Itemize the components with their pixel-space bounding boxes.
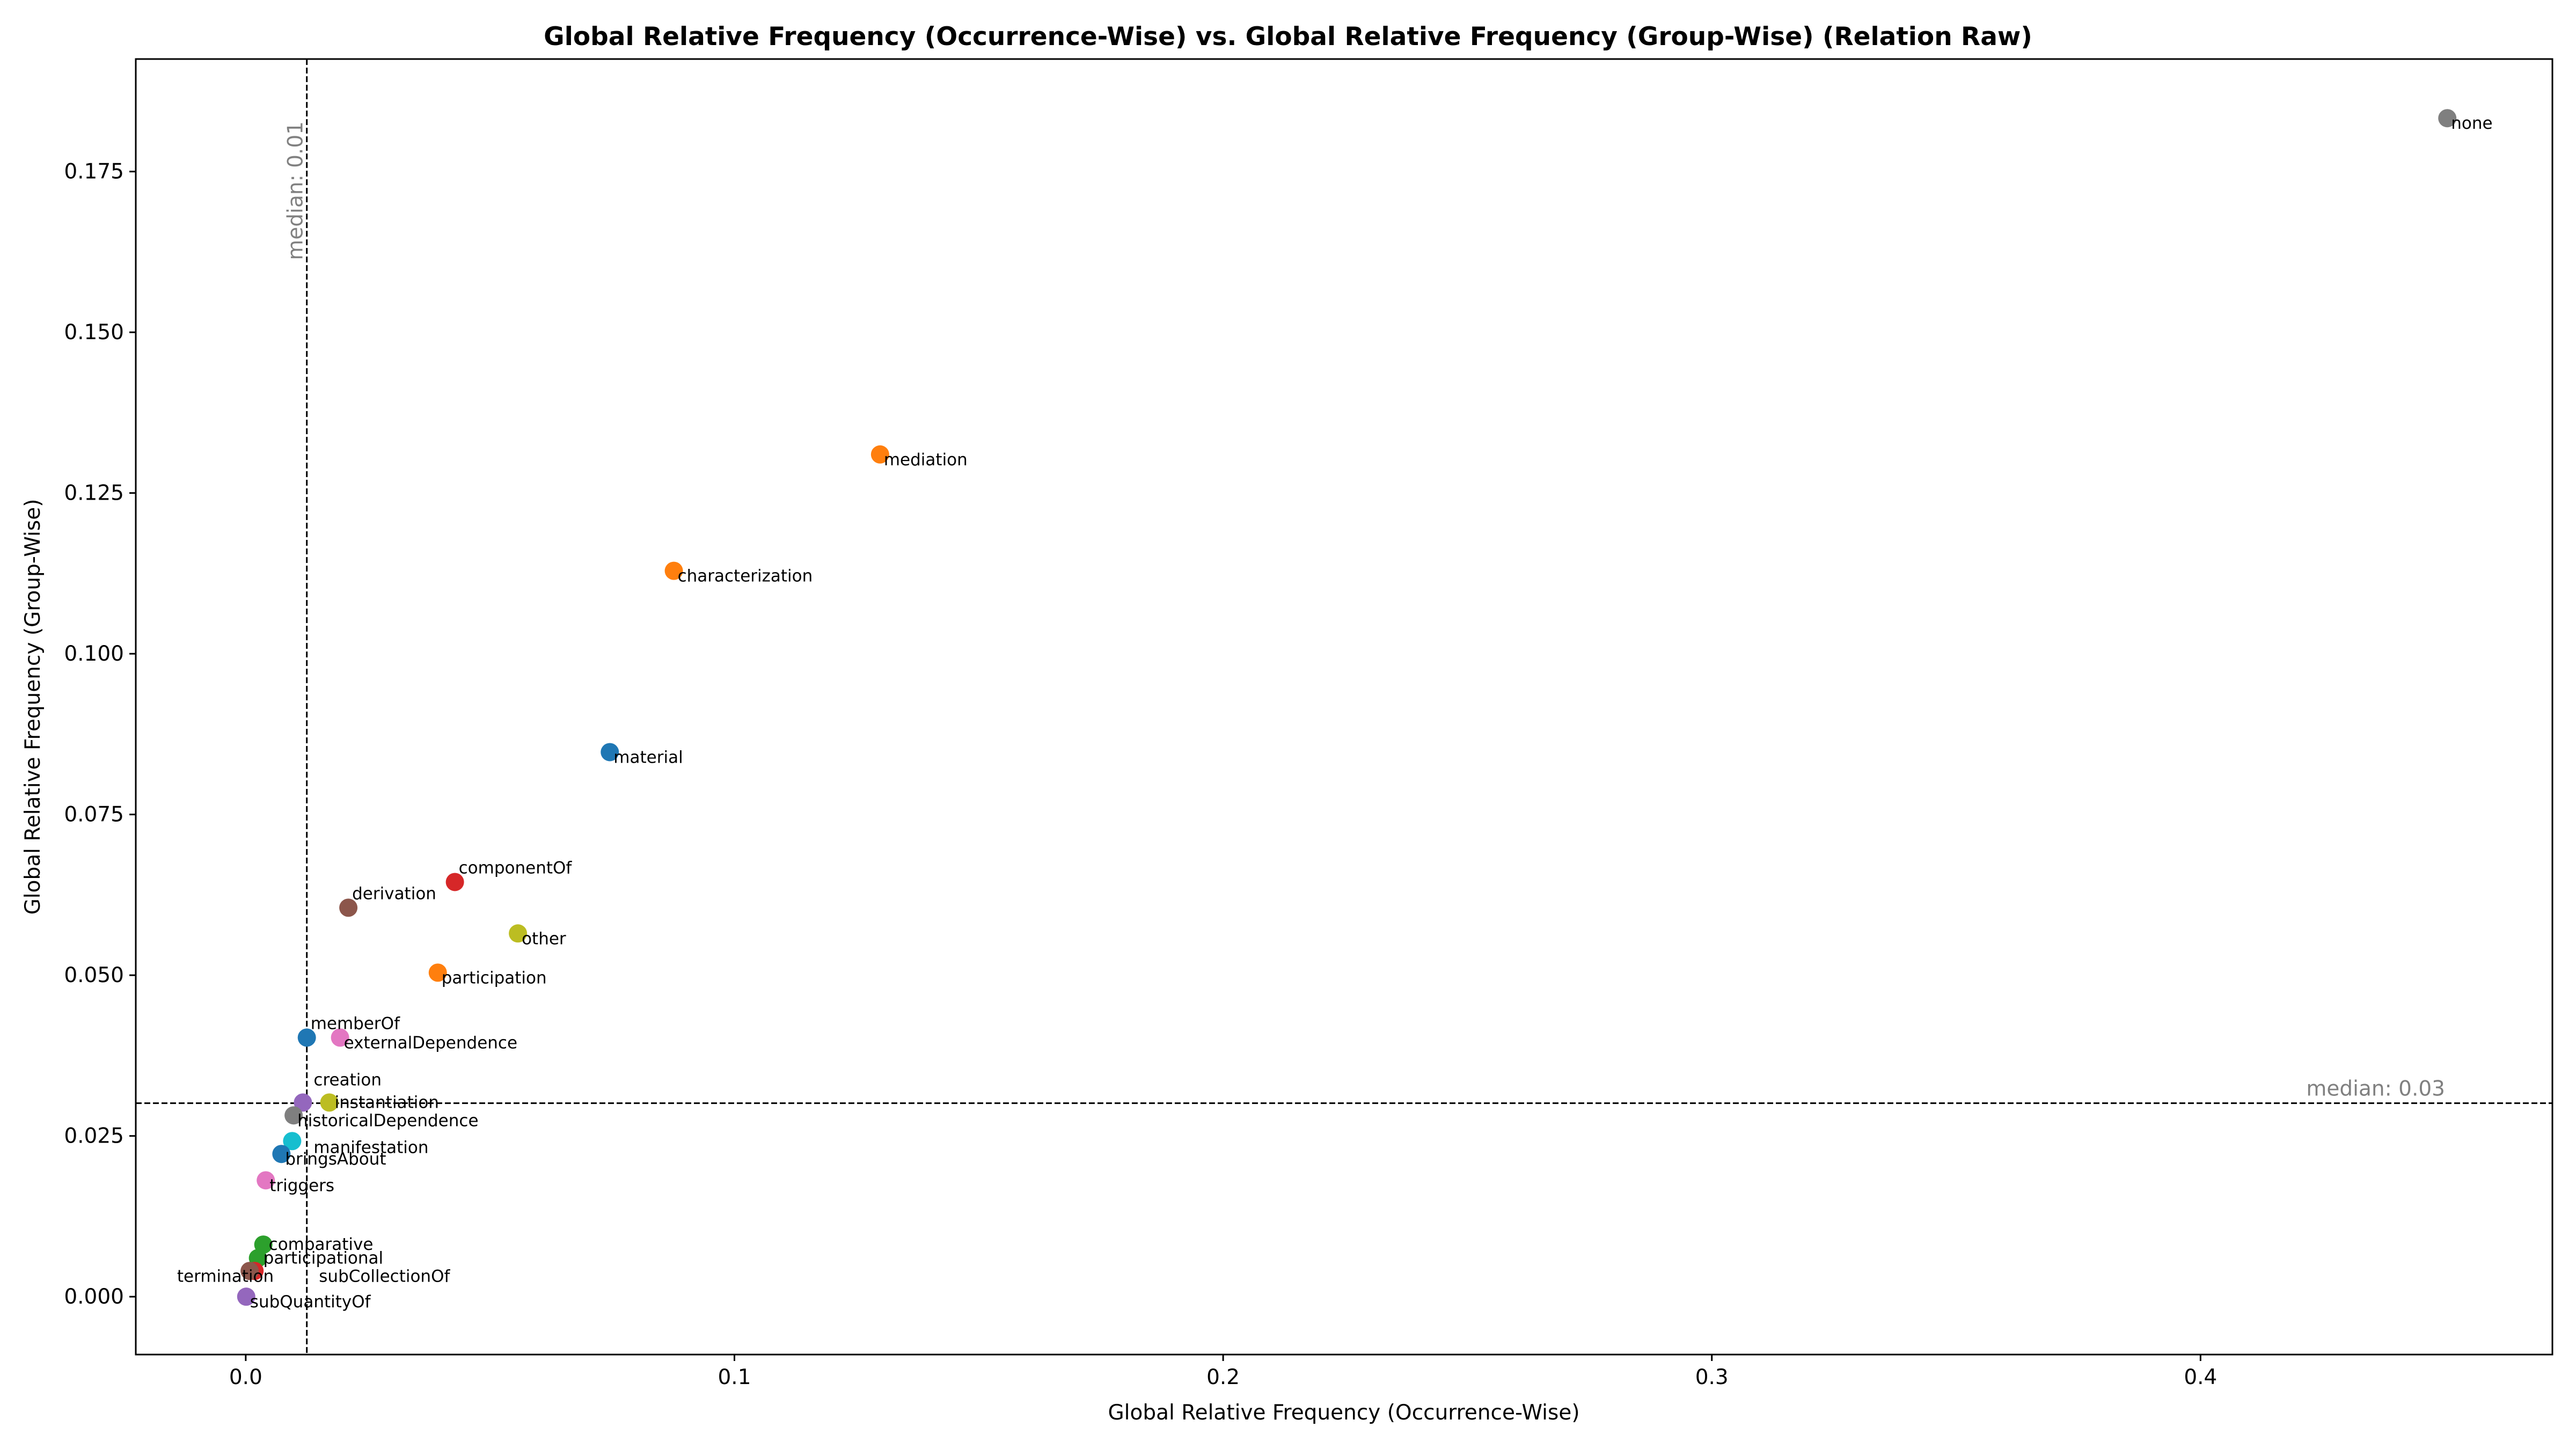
point-label-memberOf: memberOf xyxy=(311,1014,400,1033)
median-x-label: median: 0.01 xyxy=(284,121,308,260)
median-y-label: median: 0.03 xyxy=(2306,1077,2445,1101)
point-label-participation: participation xyxy=(442,968,547,987)
y-tick-label: 0.150 xyxy=(64,320,124,345)
point-label-instantiation: instantiation xyxy=(335,1093,439,1112)
point-subQuantityOf xyxy=(237,1287,255,1306)
point-manifestation xyxy=(283,1132,302,1151)
point-label-comparative: comparative xyxy=(269,1235,374,1254)
point-other xyxy=(509,924,528,943)
point-label-historicalDependence: historicalDependence xyxy=(297,1111,478,1130)
point-label-participational: participational xyxy=(264,1248,384,1268)
x-tick-label: 0.2 xyxy=(1206,1365,1240,1389)
x-tick-label: 0.3 xyxy=(1695,1365,1729,1389)
y-tick-label: 0.075 xyxy=(64,803,124,827)
point-participation xyxy=(428,963,447,982)
point-termination xyxy=(240,1262,259,1280)
chart-title: Global Relative Frequency (Occurrence-Wi… xyxy=(544,22,2032,52)
point-label-mediation: mediation xyxy=(884,450,968,470)
point-externalDependence xyxy=(331,1028,349,1047)
point-label-material: material xyxy=(613,748,683,767)
x-tick-label: 0.1 xyxy=(718,1365,751,1389)
y-tick-label: 0.050 xyxy=(64,963,124,987)
point-instantiation xyxy=(320,1093,339,1112)
point-historicalDependence xyxy=(284,1106,303,1125)
point-label-termination: termination xyxy=(177,1267,274,1286)
point-label-characterization: characterization xyxy=(678,567,813,586)
point-none xyxy=(2438,109,2457,128)
point-mediation xyxy=(870,445,889,464)
point-label-none: none xyxy=(2451,114,2492,133)
point-label-triggers: triggers xyxy=(269,1176,334,1195)
y-tick-label: 0.000 xyxy=(64,1285,124,1309)
point-componentOf xyxy=(445,873,464,891)
point-triggers xyxy=(257,1171,275,1190)
data-points xyxy=(237,109,2457,1306)
y-tick-label: 0.025 xyxy=(64,1124,124,1148)
y-tick-label: 0.100 xyxy=(64,642,124,666)
x-tick-label: 0.4 xyxy=(2184,1365,2217,1389)
x-axis-ticks: 0.0 0.1 0.2 0.3 0.4 xyxy=(229,1355,2217,1389)
point-creation xyxy=(294,1093,312,1112)
point-label-subQuantityOf: subQuantityOf xyxy=(250,1292,371,1312)
point-label-other: other xyxy=(522,929,566,948)
point-material xyxy=(601,743,619,762)
point-derivation xyxy=(339,898,358,917)
point-bringsAbout xyxy=(272,1145,291,1163)
point-label-externalDependence: externalDependence xyxy=(344,1033,517,1052)
point-label-componentOf: componentOf xyxy=(459,858,573,877)
median-lines: median: 0.01 median: 0.03 xyxy=(136,59,2552,1355)
y-axis-label: Global Relative Frequency (Group-Wise) xyxy=(21,499,45,915)
y-axis-ticks: 0.000 0.025 0.050 0.075 0.100 0.125 0.150 0.175 xyxy=(64,160,136,1309)
y-tick-label: 0.125 xyxy=(64,481,124,506)
point-characterization xyxy=(664,561,683,580)
plot-frame xyxy=(135,58,2553,1356)
point-label-manifestation: manifestation xyxy=(313,1138,428,1157)
point-label-subCollectionOf: subCollectionOf xyxy=(319,1267,450,1286)
x-tick-label: 0.0 xyxy=(229,1365,262,1389)
x-axis-label: Global Relative Frequency (Occurrence-Wi… xyxy=(1108,1401,1579,1425)
point-label-derivation: derivation xyxy=(352,884,436,903)
point-label-bringsAbout: bringsAbout xyxy=(285,1150,386,1169)
y-tick-label: 0.175 xyxy=(64,160,124,184)
point-labels: none mediation characterization material com… xyxy=(177,114,2493,1312)
point-label-creation: creation xyxy=(313,1070,382,1089)
point-memberOf xyxy=(297,1028,316,1047)
